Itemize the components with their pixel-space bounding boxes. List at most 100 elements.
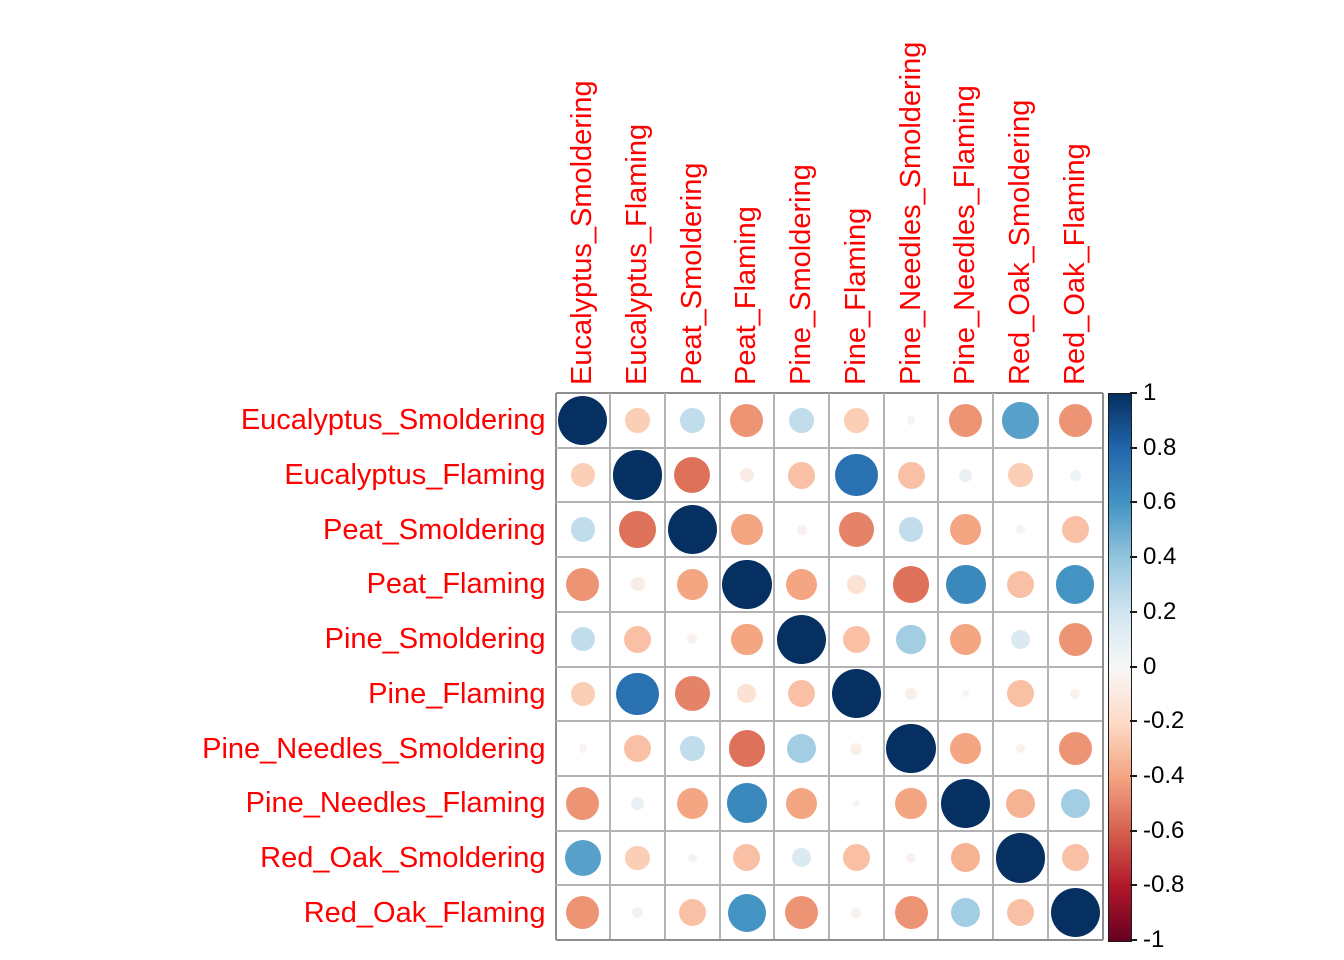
correlation-circle — [674, 676, 710, 712]
correlation-circle — [1006, 680, 1034, 708]
row-label: Red_Oak_Flaming — [303, 896, 546, 929]
colorbar-tick — [1130, 446, 1137, 449]
colorbar-tick — [1130, 665, 1137, 668]
row-label: Pine_Flaming — [368, 677, 546, 710]
column-label: Red_Oak_Flaming — [1058, 143, 1091, 385]
correlation-circle — [786, 568, 818, 600]
correlation-circle — [667, 505, 717, 555]
row-label: Pine_Smoldering — [324, 623, 546, 656]
correlation-circle — [566, 896, 600, 930]
colorbar-tick — [1130, 829, 1137, 832]
correlation-circle — [673, 456, 711, 494]
correlation-circle — [777, 614, 827, 664]
correlation-circle — [630, 577, 645, 592]
colorbar-tick-label: 0.4 — [1143, 543, 1177, 571]
correlation-circle — [895, 787, 927, 819]
column-label: Pine_Smoldering — [785, 164, 818, 385]
correlation-circle — [897, 461, 925, 489]
correlation-circle — [679, 736, 705, 761]
correlation-circle — [727, 893, 766, 932]
grid-line-horizontal — [555, 774, 1103, 777]
correlation-circle — [616, 672, 659, 716]
correlation-circle — [851, 907, 862, 918]
correlation-circle — [730, 403, 764, 437]
correlation-circle — [631, 796, 645, 810]
correlation-circle — [941, 778, 991, 828]
column-label: Pine_Needles_Flaming — [949, 85, 982, 385]
correlation-circle — [632, 907, 644, 919]
correlation-circle — [786, 787, 818, 819]
correlation-circle — [676, 787, 708, 819]
colorbar-tick — [1130, 501, 1137, 504]
correlation-circle — [886, 723, 936, 774]
correlation-circle — [838, 512, 874, 548]
colorbar-tick-label: -0.2 — [1143, 707, 1185, 735]
correlation-circle — [1060, 788, 1090, 818]
correlation-circle — [842, 844, 870, 872]
correlation-circle — [950, 514, 982, 546]
correlation-circle — [624, 625, 652, 653]
correlation-circle — [612, 450, 663, 500]
correlation-circle — [1015, 743, 1026, 754]
correlation-circle — [679, 408, 705, 433]
colorbar-tick-label: -0.8 — [1143, 871, 1185, 899]
grid-line-vertical — [1101, 393, 1104, 940]
correlation-circle — [566, 567, 600, 601]
correlation-circle — [625, 845, 650, 871]
grid-line-vertical — [882, 393, 885, 940]
correlation-circle — [619, 511, 656, 548]
colorbar-tick-label: 0.8 — [1143, 433, 1177, 461]
grid-line-horizontal — [555, 665, 1103, 668]
correlation-circle — [733, 844, 761, 872]
correlation-circle — [624, 735, 652, 763]
correlation-circle — [789, 408, 814, 433]
row-label: Peat_Flaming — [366, 568, 546, 601]
colorbar-tick — [1130, 939, 1137, 941]
colorbar-tick — [1130, 884, 1137, 887]
correlation-circle — [906, 853, 916, 863]
correlation-circle — [1050, 888, 1100, 938]
correlation-circle — [835, 453, 878, 497]
grid-line-vertical — [937, 393, 940, 940]
correlation-circle — [787, 733, 817, 764]
row-label: Pine_Needles_Smoldering — [202, 732, 546, 765]
correlation-circle — [792, 848, 812, 868]
column-label: Red_Oak_Smoldering — [1003, 99, 1036, 385]
correlation-circle — [578, 744, 588, 753]
column-label: Eucalyptus_Smoldering — [566, 80, 599, 385]
colorbar-tick-label: -0.6 — [1143, 816, 1185, 844]
correlation-circle — [1008, 462, 1033, 488]
colorbar-tick — [1130, 556, 1137, 559]
correlation-circle — [1006, 899, 1034, 927]
colorbar-tick-label: -1 — [1143, 926, 1165, 953]
correlation-circle — [894, 896, 928, 930]
correlation-circle — [785, 896, 819, 930]
correlation-circle — [1058, 403, 1092, 437]
colorbar-tick — [1130, 720, 1137, 723]
correlation-circle — [722, 559, 772, 610]
correlation-circle — [676, 568, 708, 600]
correlation-circle — [844, 408, 869, 433]
correlation-circle — [739, 468, 754, 482]
correlation-circle — [1056, 565, 1095, 604]
row-label: Red_Oak_Smoldering — [260, 841, 546, 874]
column-label: Pine_Needles_Smoldering — [894, 41, 927, 385]
grid-line-horizontal — [555, 829, 1103, 832]
correlation-circle — [788, 461, 816, 489]
correlation-circle — [731, 623, 763, 655]
column-label: Peat_Flaming — [730, 206, 763, 385]
correlation-circle — [1006, 570, 1034, 598]
correlation-circle — [896, 624, 926, 654]
colorbar — [1108, 393, 1132, 942]
correlation-circle — [906, 416, 916, 425]
row-label: Peat_Smoldering — [323, 513, 546, 546]
correlation-circle — [951, 898, 981, 928]
colorbar-tick-label: 0.6 — [1143, 488, 1177, 516]
correlation-circle — [842, 625, 870, 653]
correlation-circle — [1010, 629, 1030, 649]
correlation-circle — [570, 517, 596, 543]
correlation-circle — [949, 403, 983, 437]
correlation-circle — [959, 468, 973, 482]
correlation-circle — [1005, 788, 1035, 818]
